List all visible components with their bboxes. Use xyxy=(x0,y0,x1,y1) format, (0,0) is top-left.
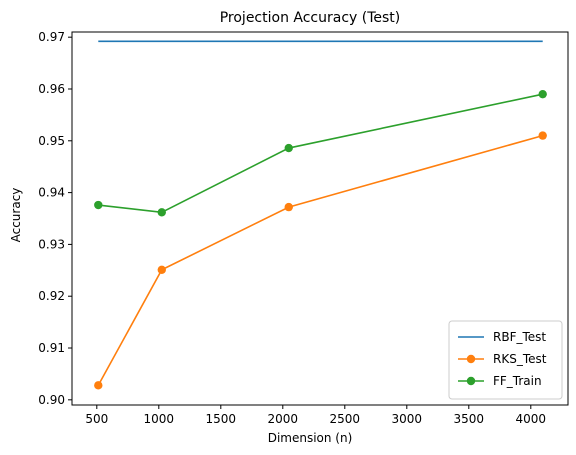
y-tick-label: 0.94 xyxy=(38,186,65,200)
data-point-ff-train xyxy=(94,200,103,210)
data-point-ff-train xyxy=(157,208,166,217)
legend-label-rbf-test: RBF_Test xyxy=(493,330,546,344)
x-tick-label: 4000 xyxy=(516,412,547,426)
chart-title: Projection Accuracy (Test) xyxy=(220,10,401,26)
y-tick-label: 0.95 xyxy=(38,134,65,148)
y-tick-label: 0.91 xyxy=(38,341,65,355)
data-point-rks-test xyxy=(538,131,547,140)
legend-label-rks-test: RKS_Test xyxy=(493,352,547,366)
legend-box xyxy=(448,320,563,400)
series-layer xyxy=(94,40,547,390)
x-tick-label: 500 xyxy=(85,412,108,426)
axis-ticks: 500 1000 1500 2000 2500 3000 3500 4000 0.90 0.91 0… xyxy=(38,30,546,426)
data-point-rks-test xyxy=(284,202,293,212)
legend-marker-ff-train xyxy=(466,376,476,386)
x-axis-label: Dimension (n) xyxy=(268,431,353,445)
data-point-ff-train xyxy=(538,89,547,99)
y-axis-label: Accuracy xyxy=(9,188,23,243)
plot-frame xyxy=(71,31,569,406)
legend-label-ff-train: FF_Train xyxy=(493,374,542,388)
y-tick-label: 0.92 xyxy=(38,289,65,303)
data-point-rks-test xyxy=(157,265,166,274)
x-tick-label: 2000 xyxy=(268,412,299,426)
x-tick-label: 2500 xyxy=(330,412,361,426)
y-tick-label: 0.93 xyxy=(38,237,65,251)
legend-marker-rks-test xyxy=(466,354,476,364)
y-tick-label: 0.97 xyxy=(38,30,65,44)
x-tick-label: 3500 xyxy=(454,412,485,426)
series-line-ff-train xyxy=(98,93,543,214)
x-tick-label: 1500 xyxy=(206,412,237,426)
series-line-rks-test xyxy=(97,134,543,386)
x-tick-label: 3000 xyxy=(392,412,423,426)
data-point-rks-test xyxy=(94,381,103,390)
y-tick-label: 0.90 xyxy=(38,393,65,407)
x-tick-label: 1000 xyxy=(144,412,175,426)
data-point-ff-train xyxy=(284,143,293,153)
legend: RBF_Test RKS_Test FF_Train xyxy=(448,320,563,400)
y-tick-label: 0.96 xyxy=(38,82,65,96)
